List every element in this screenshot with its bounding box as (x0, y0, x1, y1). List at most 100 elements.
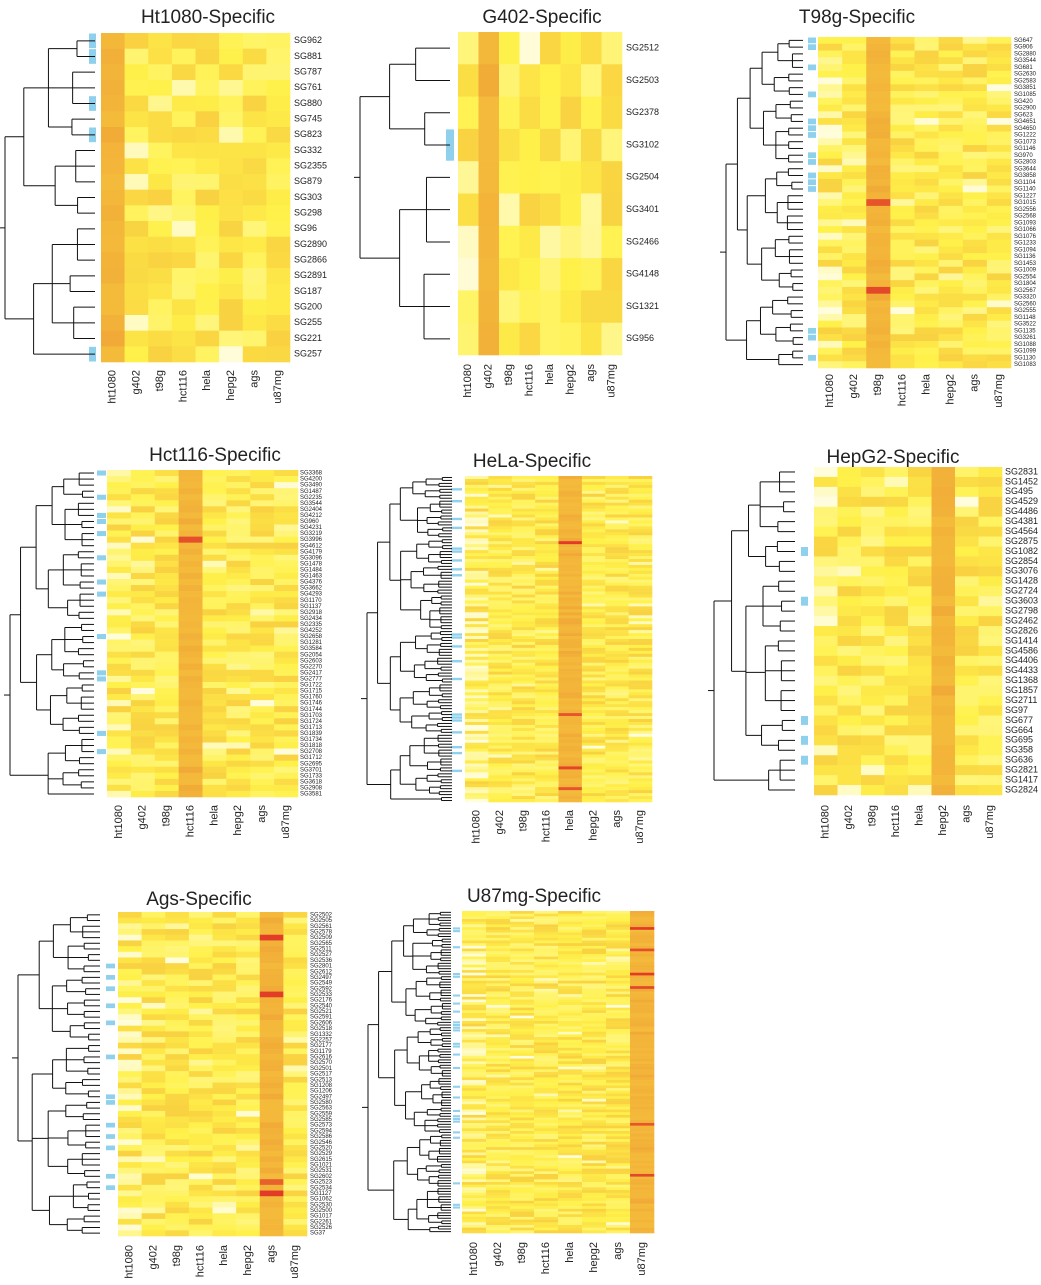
heatmap-cell (931, 735, 956, 746)
heatmap-cell (465, 618, 489, 622)
row-label: SG1082 (1005, 546, 1038, 556)
heatmap-cell (581, 193, 602, 227)
heatmap-cell (212, 1190, 237, 1197)
heatmap-cell (866, 91, 891, 99)
heatmap-cell (488, 511, 513, 515)
heatmap-cell (141, 1071, 166, 1078)
heatmap-cell (188, 1088, 213, 1095)
heatmap-cell (861, 546, 885, 557)
heatmap-cell (130, 766, 156, 774)
heatmap-cell (628, 487, 653, 492)
heatmap-cell (962, 320, 988, 328)
heatmap-cell (605, 558, 629, 563)
heatmap-cell (582, 1149, 607, 1153)
heatmap-cell (986, 313, 1012, 322)
heatmap-cell (486, 1026, 511, 1030)
row-label: SG2378 (626, 107, 659, 117)
heatmap-cell (558, 686, 583, 690)
heatmap-cell (519, 32, 541, 65)
heatmap-cell (283, 1054, 308, 1061)
heatmap-cell (465, 538, 489, 542)
heatmap-cell (226, 742, 251, 749)
heatmap-cell (511, 677, 536, 681)
heatmap-cell (130, 506, 156, 513)
heatmap-cell (465, 707, 489, 711)
heatmap-cell (581, 641, 606, 646)
heatmap-cell (582, 1039, 607, 1043)
heatmap-cell (274, 754, 299, 761)
heatmap-cell (486, 1141, 511, 1145)
heatmap-cell (986, 253, 1012, 261)
heatmap-cell (510, 1128, 535, 1132)
heatmap-cell (558, 1061, 583, 1065)
heatmap-cell (558, 937, 583, 941)
highlight-marker (453, 930, 460, 933)
row-label: SG2803 (1014, 160, 1037, 166)
heatmap-cell (107, 712, 132, 719)
heatmap-cell (130, 621, 156, 628)
heatmap-cell (486, 1160, 511, 1164)
column-label: t98g (516, 1242, 528, 1263)
heatmap-cell (510, 1037, 535, 1041)
heatmap-cell (535, 594, 559, 598)
heatmap-cell (236, 1213, 261, 1220)
heatmap-cell (581, 529, 606, 533)
heatmap-cell (510, 1200, 535, 1204)
heatmap-cell (130, 784, 156, 792)
heatmap-cell (842, 37, 867, 45)
heatmap-cell (535, 656, 559, 661)
row-label: SG2606 (310, 1020, 333, 1026)
heatmap-cell (462, 964, 487, 968)
heatmap-cell (465, 686, 489, 690)
heatmap-cell (534, 1222, 559, 1226)
heatmap-cell (510, 1227, 535, 1231)
heatmap-cell (630, 1080, 655, 1084)
heatmap-cell (605, 606, 629, 610)
heatmap-cell (486, 953, 511, 957)
row-label: SG2695 (300, 761, 323, 767)
heatmap-cell (462, 1192, 487, 1196)
heatmap-cell (188, 1082, 213, 1089)
heatmap-cell (558, 751, 583, 755)
panel-title: Ags-Specific (146, 889, 252, 910)
column-labels: ht1080 g402 t98g hct116 hela hepg2 ags u87mg (124, 1244, 301, 1279)
highlight-marker (451, 769, 462, 773)
heatmap-cell (606, 1082, 631, 1086)
heatmap-cell (462, 1219, 487, 1223)
heatmap-cell (534, 970, 559, 974)
heatmap-cell (118, 917, 142, 924)
heatmap-cell (814, 675, 838, 686)
heatmap-cell (558, 550, 583, 554)
heatmap-cell (510, 1050, 535, 1054)
heatmap-cell (962, 273, 988, 281)
heatmap-cell (581, 790, 606, 794)
heatmap-cell (486, 1093, 511, 1097)
heatmap-cell (212, 929, 237, 936)
heatmap-cell (458, 128, 479, 162)
heatmap-cell (226, 645, 251, 652)
heatmap-cell (540, 96, 561, 130)
heatmap-cell (890, 293, 915, 301)
heatmap-cell (630, 929, 655, 933)
heatmap-cell (130, 742, 156, 749)
heatmap-cell (837, 556, 862, 567)
row-label: SG1453 (1014, 261, 1037, 267)
heatmap-cell (908, 586, 932, 597)
heatmap-cell (581, 585, 606, 589)
heatmap-cell (955, 566, 979, 577)
heatmap-cell (938, 259, 964, 267)
heatmap-cell (165, 1150, 190, 1157)
heatmap-cell (511, 733, 536, 738)
heatmap-cell (914, 111, 939, 119)
row-label: SG960 (300, 519, 319, 525)
heatmap-cell (511, 487, 536, 492)
heatmap-cell (884, 526, 909, 537)
heatmap-cell (630, 1072, 655, 1075)
heatmap-cell (259, 1190, 284, 1197)
heatmap-cell (462, 945, 487, 949)
heatmap-cell (534, 1090, 559, 1094)
heatmap-cell (842, 280, 867, 288)
heatmap-cell (628, 582, 653, 586)
heatmap-cell (154, 609, 179, 616)
